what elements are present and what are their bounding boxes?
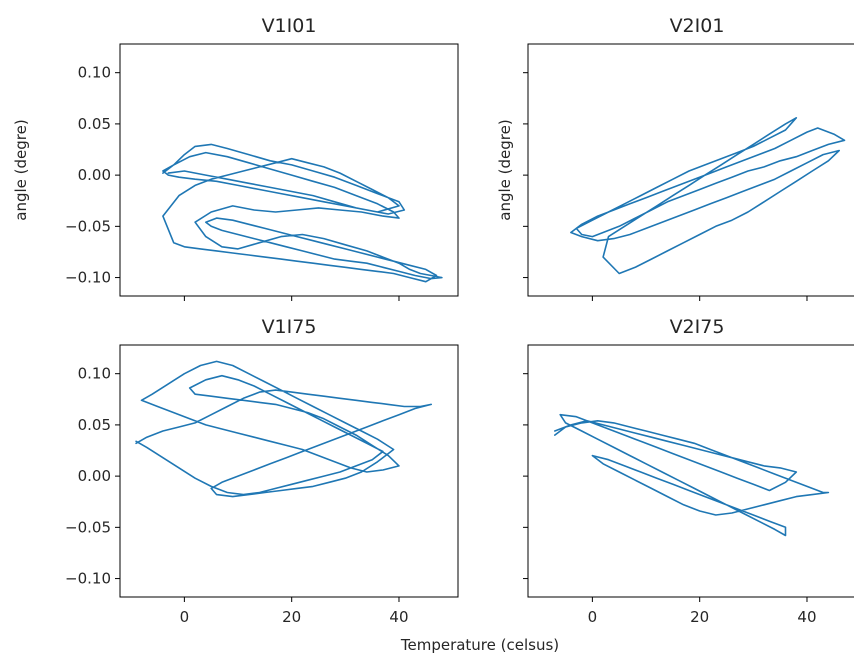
subplot-title: V1I75 — [262, 316, 317, 338]
y-tick-label: −0.05 — [65, 518, 111, 536]
figure-x-axis-label: Temperature (celsus) — [400, 636, 559, 654]
y-tick-label: 0.05 — [78, 416, 111, 434]
series-line — [554, 413, 830, 537]
y-tick-label: 0.00 — [78, 166, 111, 184]
y-tick-label: −0.10 — [65, 570, 111, 588]
series-line — [135, 360, 432, 498]
y-tick-label: 0.10 — [78, 64, 111, 82]
subplot-v2i75: 0 20 40 V2I75 — [523, 316, 854, 626]
y-tick-label: −0.05 — [65, 217, 111, 235]
y-tick-label: −0.10 — [65, 269, 111, 287]
y-tick-label: 0.00 — [78, 467, 111, 485]
y-axis-label: angle (degre) — [496, 119, 514, 220]
subplot-v2i01: V2I01 angle (degre) — [496, 15, 854, 301]
x-tick-label: 20 — [282, 608, 301, 626]
subplot-v1i01: −0.10 −0.05 0.00 0.05 0.10 V1I01 angle (degre) — [12, 15, 459, 301]
plot-frame — [119, 344, 459, 598]
x-tick-label: 40 — [797, 608, 816, 626]
x-tick-label: 40 — [389, 608, 408, 626]
x-tick-label: 0 — [180, 608, 190, 626]
subplot-title: V2I01 — [670, 15, 725, 37]
plot-frame — [527, 344, 854, 598]
subplot-title: V1I01 — [262, 15, 317, 37]
series-line — [162, 143, 443, 283]
x-tick-label: 0 — [588, 608, 598, 626]
series-line — [570, 117, 846, 275]
subplot-title: V2I75 — [670, 316, 725, 338]
subplot-v1i75: −0.10 −0.05 0.00 0.05 0.10 0 20 40 V1I75 — [65, 316, 459, 626]
y-axis-label: angle (degre) — [12, 119, 30, 220]
y-tick-label: 0.10 — [78, 365, 111, 383]
y-tick-label: 0.05 — [78, 115, 111, 133]
plot-frame — [527, 43, 854, 297]
plot-frame — [119, 43, 459, 297]
x-tick-label: 20 — [690, 608, 709, 626]
